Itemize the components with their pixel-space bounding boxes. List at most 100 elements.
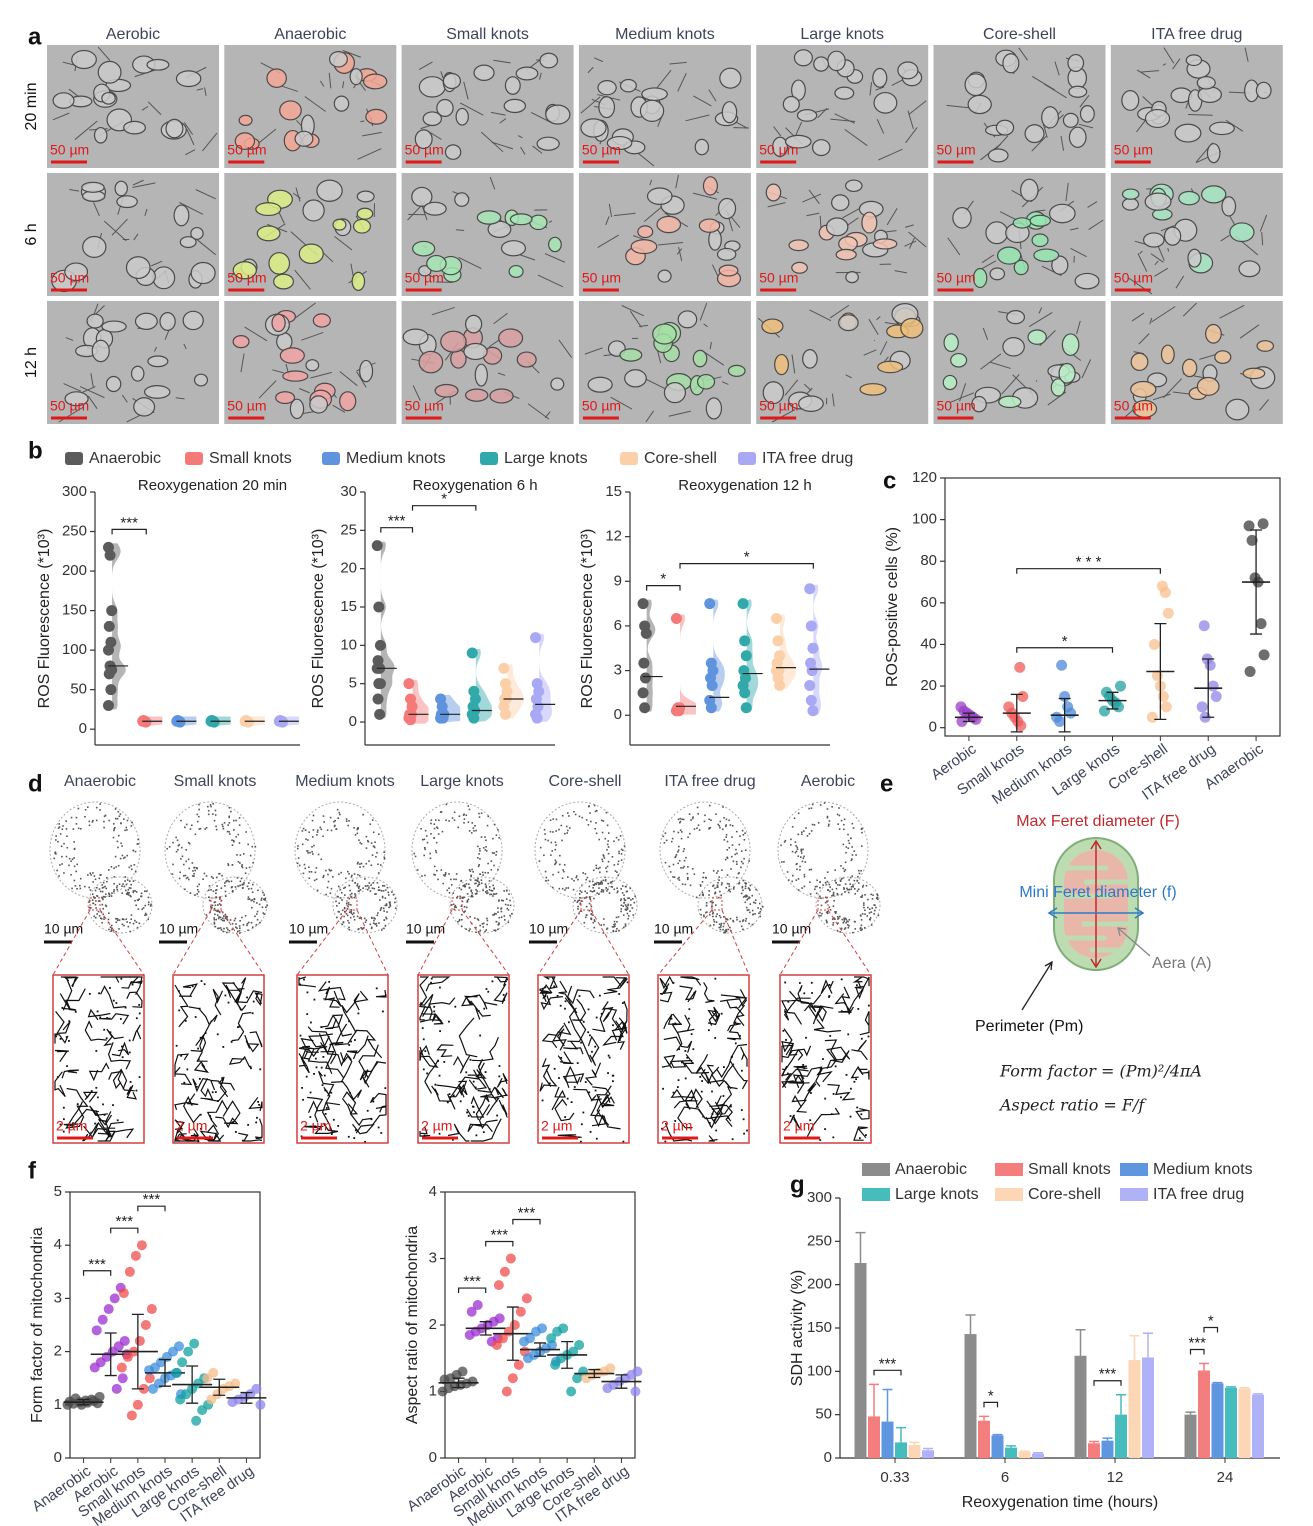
y-tick-label: 300 — [62, 483, 87, 500]
mito-dot — [502, 993, 505, 996]
mito-dot — [850, 1087, 852, 1090]
mito-speck — [455, 873, 458, 875]
mito-speck — [237, 885, 239, 887]
mito-network — [847, 976, 870, 1014]
mito-dot — [302, 1098, 304, 1101]
mito-speck — [862, 904, 865, 906]
cell-process — [884, 321, 901, 326]
mito-network — [60, 976, 77, 988]
mito-network — [572, 998, 587, 1022]
mito-dot — [322, 1056, 325, 1058]
legend-label: Small knots — [209, 450, 292, 467]
cell-process — [879, 341, 888, 356]
mito-speck — [430, 833, 432, 835]
bar — [1101, 1440, 1114, 1458]
mito-dot — [246, 996, 249, 999]
mito-speck — [754, 902, 757, 904]
mito-network — [317, 981, 346, 1001]
y-tick-label: 4 — [429, 1183, 437, 1200]
mito-speck — [104, 814, 107, 817]
mito-speck — [873, 909, 876, 912]
mito-speck — [599, 883, 602, 885]
bar — [922, 1450, 934, 1458]
cell-process — [1038, 307, 1043, 314]
mito-speck — [792, 874, 794, 877]
cell — [1031, 233, 1049, 248]
mito-speck — [877, 898, 879, 901]
mito-speck — [509, 904, 512, 907]
mito-speck — [622, 905, 624, 907]
mito-speck — [471, 892, 474, 894]
mito-speck — [130, 883, 132, 886]
mito-speck — [262, 912, 265, 914]
mito-speck — [231, 886, 233, 888]
mito-network — [352, 1123, 375, 1135]
mito-speck — [92, 881, 94, 883]
y-tick-label: 0 — [929, 719, 937, 736]
mito-speck — [870, 924, 873, 926]
cell-process — [544, 411, 551, 419]
mito-speck — [242, 923, 245, 926]
cell — [255, 202, 282, 217]
mito-speck — [863, 906, 865, 909]
cell-process — [489, 176, 496, 190]
mito-speck — [320, 858, 323, 861]
data-point — [97, 1314, 108, 1325]
mito-speck — [95, 886, 98, 889]
mito-speck — [620, 898, 623, 900]
mito-speck — [748, 896, 750, 899]
mito-speck — [843, 928, 846, 930]
mito-speck — [336, 916, 338, 919]
mito-dot — [803, 992, 806, 995]
significance-bracket — [1203, 1326, 1219, 1333]
mito-speck — [308, 866, 310, 869]
error-bar — [923, 1447, 933, 1451]
mito-speck — [245, 867, 248, 869]
perimeter-arrow — [1021, 960, 1053, 1011]
y-tick-label: 1 — [429, 1382, 437, 1399]
mito-speck — [588, 805, 590, 807]
column-header: Medium knots — [615, 26, 715, 43]
cell — [500, 240, 527, 257]
mito-dot — [325, 1090, 328, 1093]
mito-speck — [68, 864, 70, 867]
mito-speck — [261, 906, 264, 909]
mito-dot — [506, 978, 509, 981]
cell — [967, 94, 992, 115]
mito-speck — [383, 856, 386, 859]
mito-speck — [426, 841, 429, 844]
mito-network — [419, 1044, 430, 1061]
mito-speck — [487, 862, 489, 865]
mito-speck — [679, 817, 682, 820]
cell-process — [669, 61, 687, 65]
mito-speck — [358, 885, 361, 888]
mito-dot — [380, 1132, 383, 1134]
data-point — [494, 1313, 505, 1324]
mito-speck — [859, 914, 862, 917]
mito-speck — [867, 898, 869, 901]
mito-network — [307, 1096, 324, 1123]
mito-speck — [463, 905, 466, 908]
cell-process — [342, 81, 345, 89]
mito-speck — [178, 844, 181, 846]
mito-speck — [377, 872, 380, 874]
mito-speck — [141, 908, 144, 911]
mito-speck — [377, 863, 379, 866]
y-tick-label: 100 — [912, 511, 937, 528]
mito-speck — [454, 904, 457, 907]
cell — [289, 398, 305, 420]
mito-speck — [624, 908, 627, 911]
mito-network — [112, 1068, 128, 1090]
cell-process — [1175, 275, 1185, 289]
max-feret-label: Max Feret diameter (F) — [1016, 813, 1180, 830]
mito-speck — [578, 815, 581, 818]
mito-speck — [593, 919, 596, 921]
mito-speck — [214, 809, 217, 812]
significance-bracket — [983, 1401, 999, 1408]
mito-speck — [263, 894, 265, 896]
mito-speck — [714, 887, 716, 890]
mito-speck — [725, 886, 728, 889]
cell — [422, 111, 443, 127]
mito-network — [307, 1026, 337, 1065]
data-point — [230, 1378, 241, 1389]
